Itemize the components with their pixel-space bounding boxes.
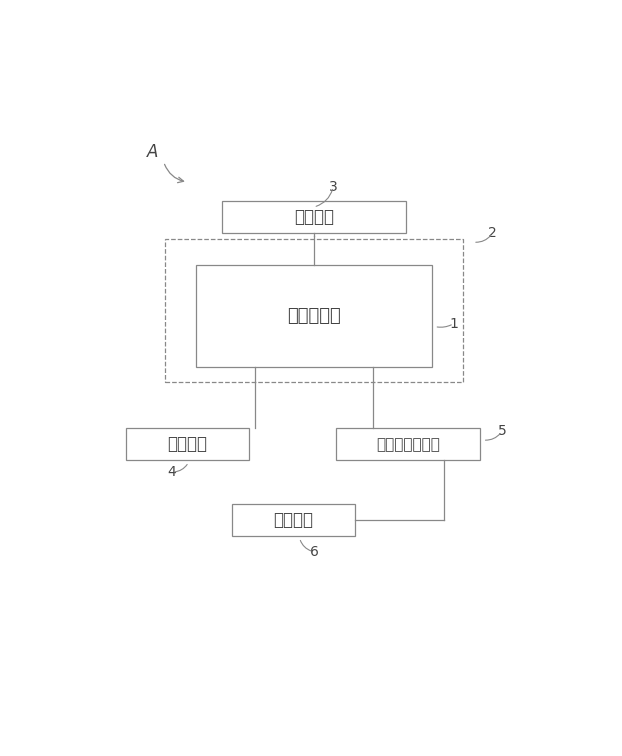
- Bar: [232, 504, 355, 536]
- Bar: [126, 429, 249, 460]
- Text: 水蒸気給排材構: 水蒸気給排材構: [376, 437, 440, 452]
- Text: 5: 5: [498, 424, 506, 438]
- Bar: [223, 201, 406, 234]
- Text: 2: 2: [488, 226, 497, 240]
- Bar: [336, 429, 480, 460]
- Text: 加熱手段: 加熱手段: [167, 435, 207, 454]
- Bar: [164, 239, 463, 382]
- Text: 3: 3: [329, 180, 338, 194]
- Text: A: A: [147, 143, 158, 161]
- Text: 4: 4: [167, 465, 176, 479]
- Text: 水蒸気源: 水蒸気源: [274, 511, 313, 529]
- Text: 熱　鎏　部: 熱 鎏 部: [287, 307, 341, 325]
- Bar: [196, 265, 432, 367]
- Text: 押圧材構: 押圧材構: [294, 209, 334, 226]
- Text: 1: 1: [449, 317, 458, 330]
- Text: 6: 6: [310, 545, 318, 559]
